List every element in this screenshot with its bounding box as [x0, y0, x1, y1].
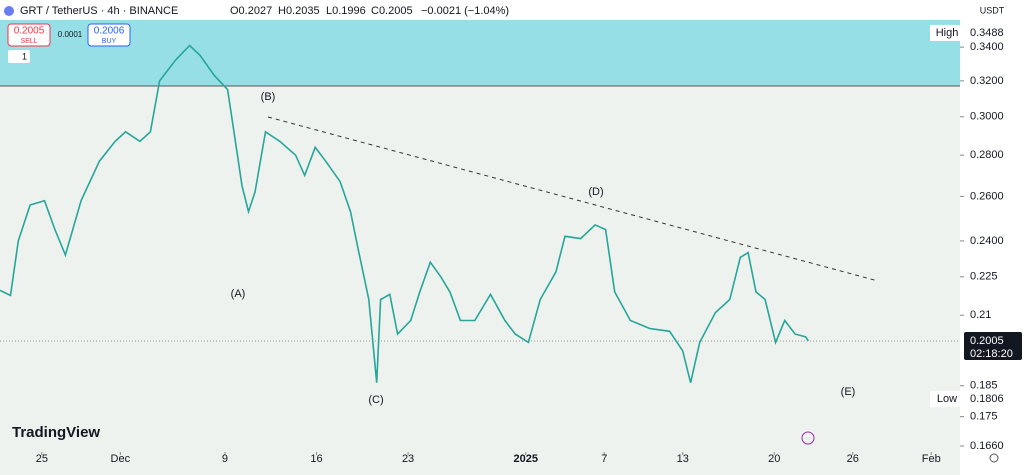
low: L0.1996 — [326, 5, 366, 17]
alert-icon — [801, 431, 815, 445]
price-label-box — [930, 391, 964, 408]
trendline — [267, 116, 879, 282]
y-tick-label: 0.185 — [970, 380, 998, 392]
currency[interactable]: USDT — [980, 5, 1005, 15]
symbol: GRT / TetherUS · 4h · BINANCE — [20, 5, 178, 17]
wave-label: (B) — [261, 91, 276, 103]
layers: 1 — [22, 51, 27, 61]
x-tick-label: 2025 — [514, 453, 538, 465]
open: O0.2027 — [230, 5, 272, 17]
y-tick-label: 0.3400 — [970, 41, 1004, 53]
sell-label: SELL — [20, 38, 37, 45]
last-price: 0.2005 — [970, 335, 1004, 347]
wave-label: (A) — [231, 288, 246, 300]
x-tick-label: 25 — [36, 453, 48, 465]
sell-price: 0.2005 — [14, 26, 45, 37]
wave-label: (E) — [841, 386, 856, 398]
x-tick-label: 9 — [222, 453, 228, 465]
price-line — [0, 44, 809, 383]
layers-button[interactable] — [8, 50, 30, 63]
wave-label: (D) — [588, 186, 603, 198]
plot — [0, 44, 809, 383]
countdown: 02:18:20 — [970, 348, 1013, 360]
y-tick-label: 0.3200 — [970, 75, 1004, 87]
price-label-name: High — [936, 27, 959, 39]
y-tick-label: 0.225 — [970, 271, 998, 283]
x-tick-label: 13 — [677, 453, 689, 465]
price-label-box — [930, 24, 964, 41]
change: −0.0021 (−1.04%) — [421, 5, 509, 17]
y-tick-label: 0.1660 — [970, 440, 1004, 452]
y-tick-label: 0.2800 — [970, 149, 1004, 161]
y-tick-label: 0.2600 — [970, 190, 1004, 202]
buy-label: BUY — [102, 38, 117, 45]
header-bar — [0, 0, 960, 20]
resistance-zone — [0, 20, 960, 86]
x-tick-label: Dec — [111, 453, 131, 465]
sell-button[interactable] — [7, 23, 51, 47]
high: H0.2035 — [278, 5, 320, 17]
buy-price: 0.2006 — [94, 26, 125, 37]
x-tick-label: 26 — [847, 453, 859, 465]
brand: TradingView — [12, 424, 100, 441]
x-tick-label: 7 — [601, 453, 607, 465]
close: C0.2005 — [371, 5, 413, 17]
x-tick-label: Feb — [922, 453, 941, 465]
axis-corner — [960, 447, 1024, 475]
last-price-box — [964, 331, 1022, 360]
price-scale — [960, 0, 1024, 475]
buy-button[interactable] — [87, 23, 131, 47]
x-tick-label: 16 — [310, 453, 322, 465]
x-tick-label: 20 — [768, 453, 780, 465]
symbol-icon — [4, 6, 14, 16]
price-label-value: 0.1806 — [970, 393, 1004, 405]
settings-icon[interactable] — [989, 453, 999, 463]
x-tick-label: 23 — [402, 453, 414, 465]
wave-label: (C) — [368, 394, 383, 406]
y-tick-label: 0.3000 — [970, 111, 1004, 123]
price-label-value: 0.3488 — [970, 27, 1004, 39]
y-tick-label: 0.175 — [970, 411, 998, 423]
price-label-name: Low — [937, 393, 957, 405]
y-tick-label: 0.2400 — [970, 235, 1004, 247]
y-tick-label: 0.21 — [970, 309, 991, 321]
spread: 0.0001 — [58, 30, 83, 39]
